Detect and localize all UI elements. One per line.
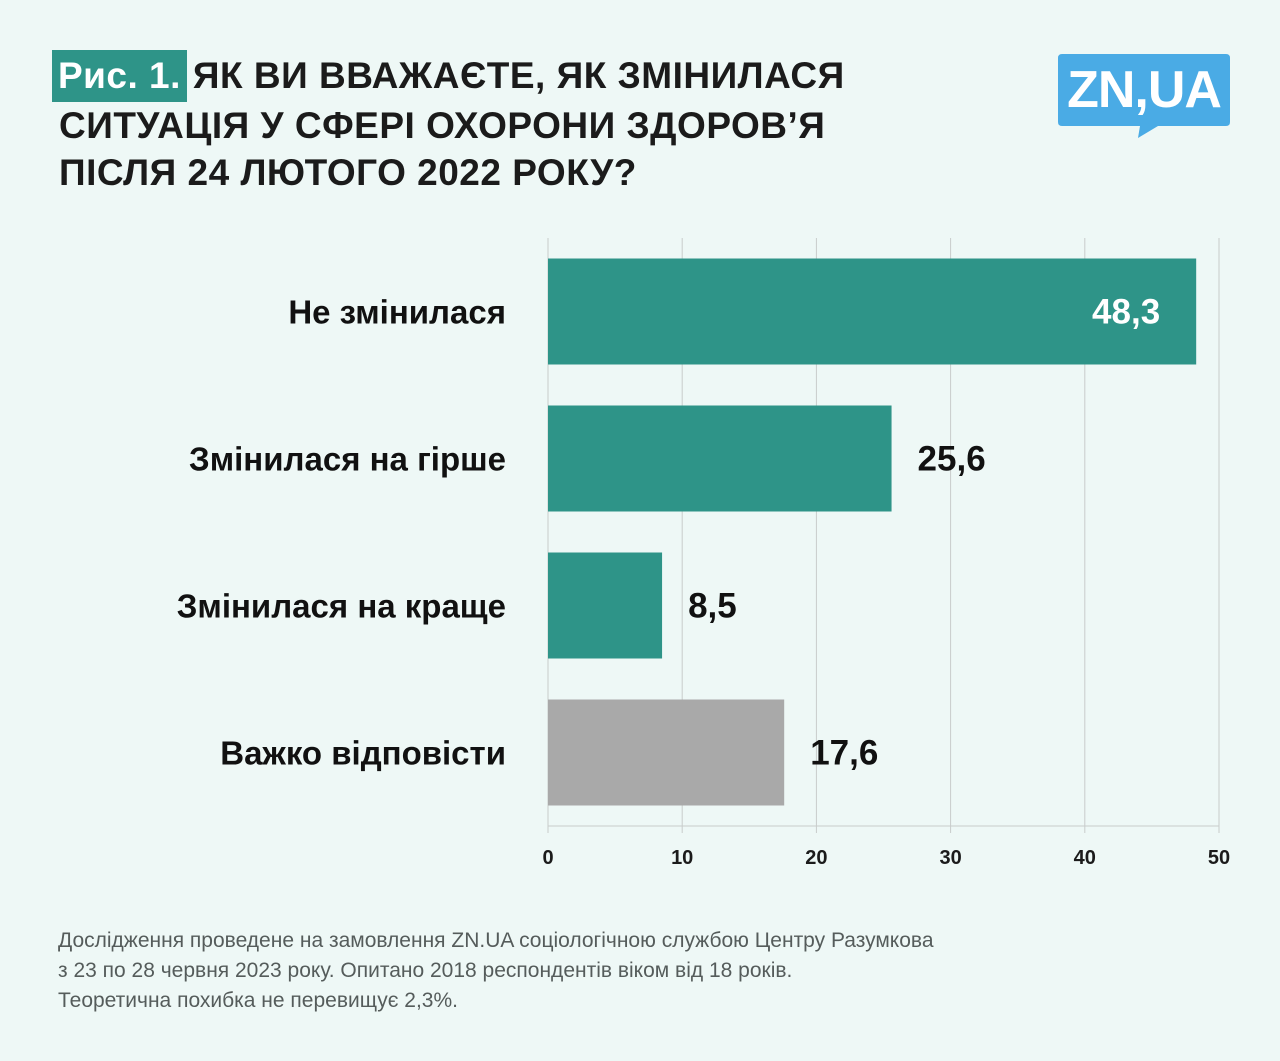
data-label: 25,6 (918, 440, 986, 479)
chart-title: Рис. 1. ЯК ВИ ВВАЖАЄТЕ, ЯК ЗМІНИЛАСЯ СИТУ… (52, 50, 1012, 196)
data-label: 48,3 (1092, 293, 1160, 332)
title-line-3: ПІСЛЯ 24 ЛЮТОГО 2022 РОКУ? (59, 152, 637, 193)
x-tick-label: 20 (805, 847, 827, 869)
category-label: Змінилася на гірше (189, 441, 506, 478)
bar-chart: 0 10 20 30 40 50 Не змінилася 48,3 Змінилася на … (177, 238, 1230, 869)
category-label: Не змінилася (288, 294, 506, 331)
data-label: 17,6 (810, 734, 878, 773)
logo-speech-bubble-icon (1058, 54, 1230, 138)
footnote-line-2: з 23 по 28 червня 2023 року. Опитано 201… (58, 959, 793, 982)
x-tick-label: 40 (1074, 847, 1096, 869)
title-line-2: СИТУАЦІЯ У СФЕРІ ОХОРОНИ ЗДОРОВ’Я (59, 105, 826, 146)
category-label: Важко відповісти (220, 735, 506, 772)
logo-text: ZN,UA (1067, 61, 1222, 119)
footnote-line-1: Дослідження проведене на замовлення ZN.U… (58, 929, 934, 952)
figure-label: Рис. 1. (52, 50, 187, 102)
x-tick-label: 30 (939, 847, 961, 869)
footnote-line-3: Теоретична похибка не перевищує 2,3%. (58, 989, 458, 1012)
zn-ua-logo: ZN,UA (1058, 54, 1234, 140)
bar (548, 699, 785, 806)
bar (548, 258, 1197, 365)
category-label: Змінилася на краще (177, 588, 506, 625)
data-label: 8,5 (688, 587, 737, 626)
x-tick-label: 0 (542, 847, 553, 869)
title-line-1: Рис. 1. ЯК ВИ ВВАЖАЄТЕ, ЯК ЗМІНИЛАСЯ (52, 50, 1012, 102)
bar (548, 405, 892, 512)
bar (548, 552, 663, 659)
title-text-1: ЯК ВИ ВВАЖАЄТЕ, ЯК ЗМІНИЛАСЯ (192, 55, 845, 96)
x-tick-label: 10 (671, 847, 693, 869)
footnote: Дослідження проведене на замовлення ZN.U… (58, 926, 1208, 1016)
x-tick-label: 50 (1208, 847, 1230, 869)
